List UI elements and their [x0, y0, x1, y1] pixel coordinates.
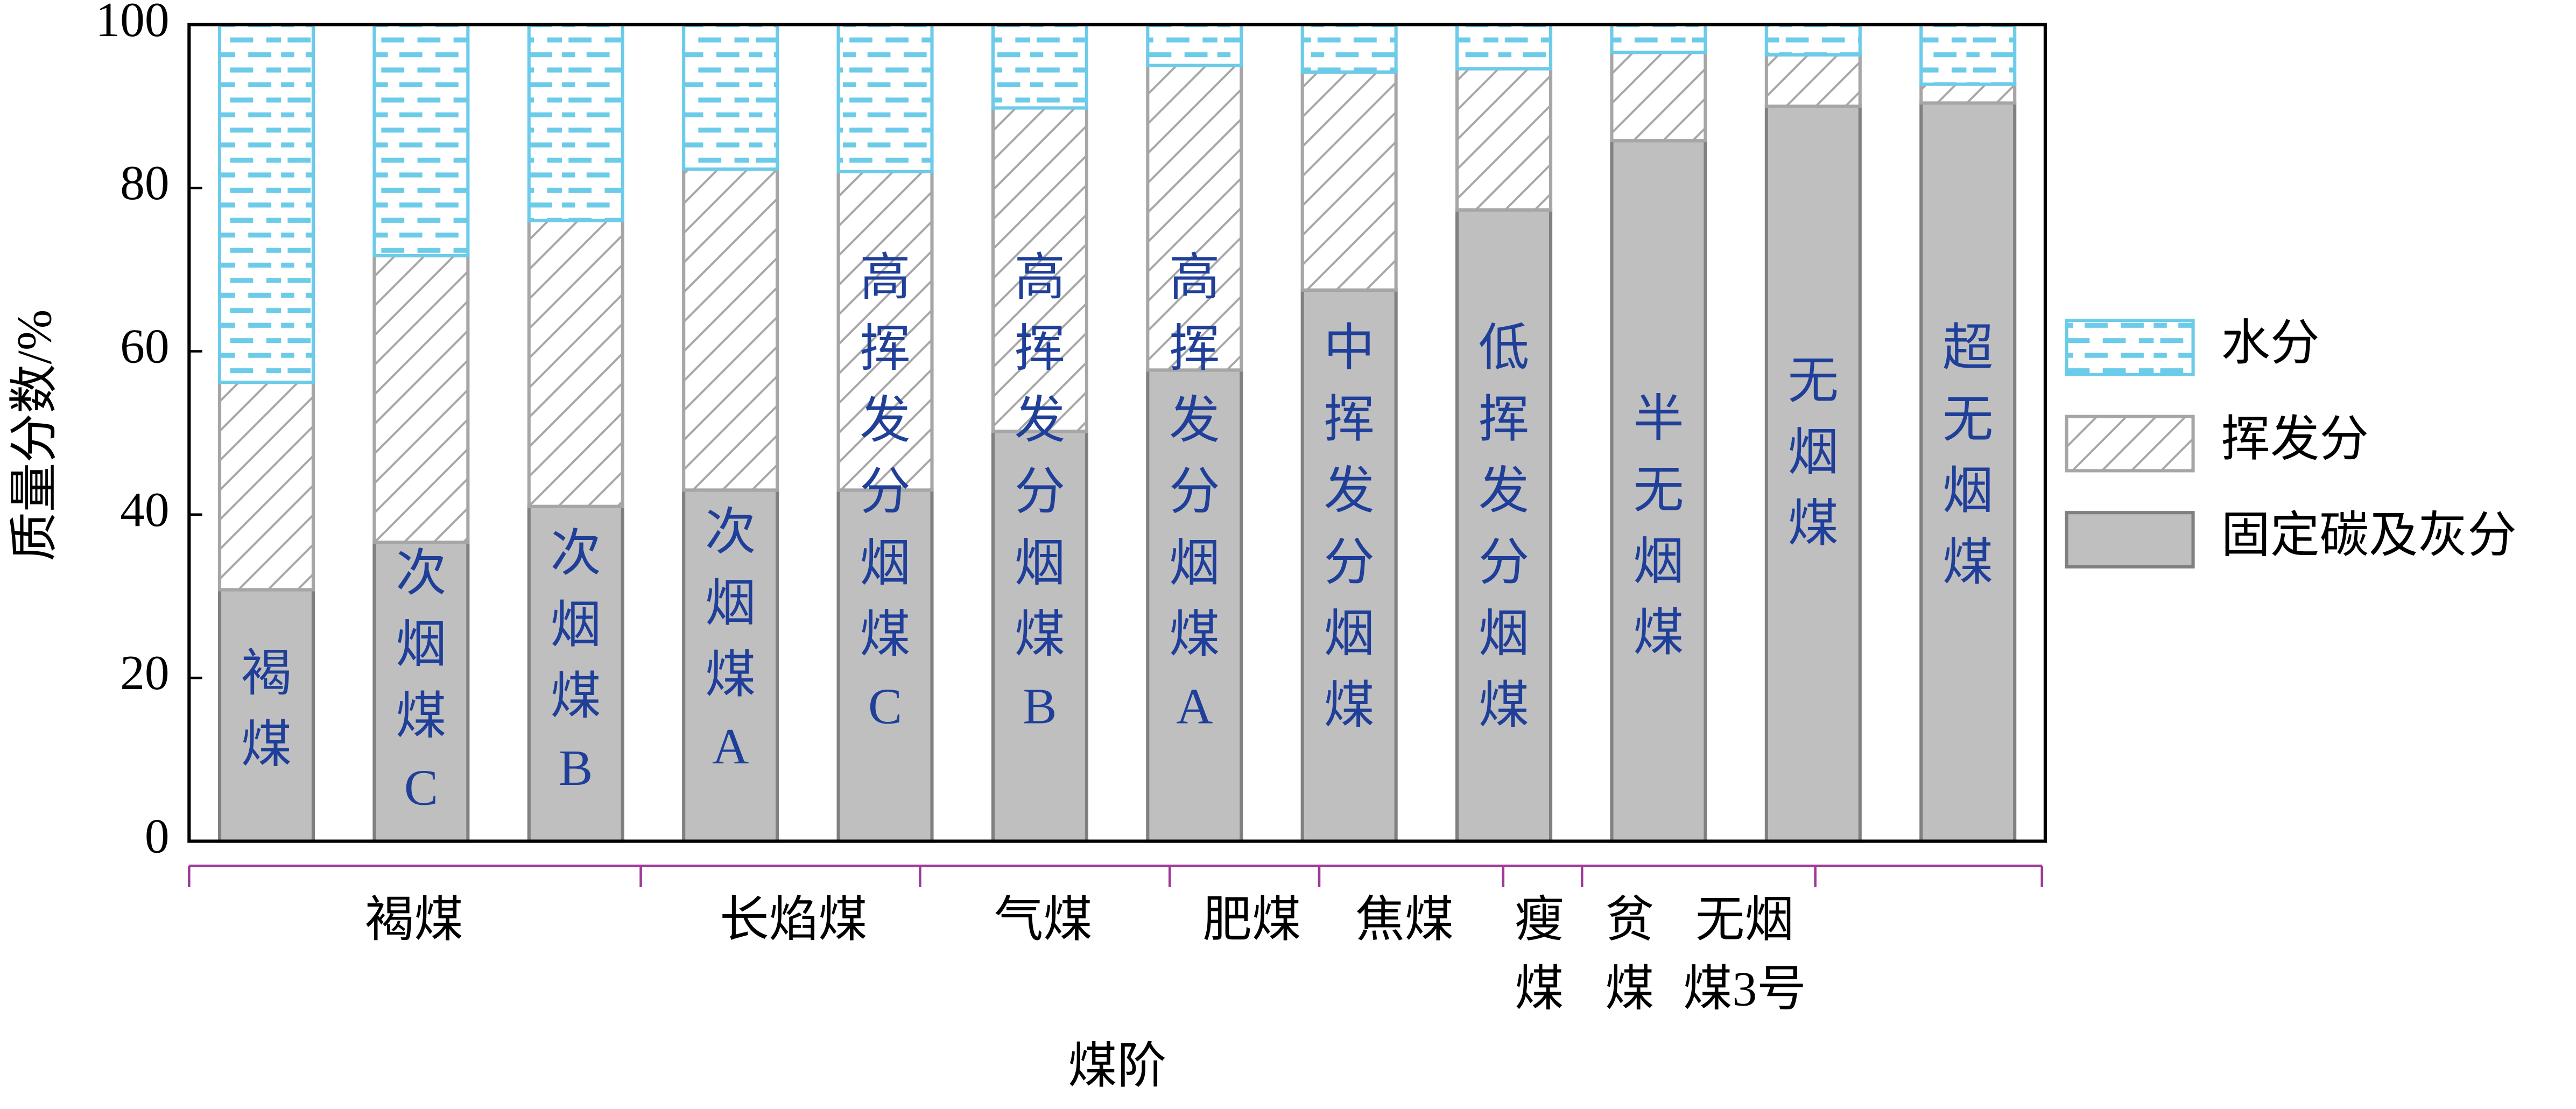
- bar-label: 低挥发分烟煤: [1479, 320, 1530, 734]
- bar-segment: [836, 170, 934, 492]
- bar-segment: [682, 488, 779, 843]
- bar-label: 高挥发分烟煤 A: [1169, 250, 1220, 735]
- x-axis-label: 煤阶: [1068, 1038, 1166, 1093]
- group-label: 气煤: [994, 892, 1093, 947]
- bar-segment: [372, 254, 470, 544]
- bar-label: 无烟煤: [1788, 353, 1839, 552]
- y-axis-label: 质量分数/%: [7, 310, 62, 561]
- bar-label: 超无烟煤: [1942, 320, 1994, 591]
- legend-swatch: [2065, 511, 2195, 568]
- bar-segment: [217, 588, 315, 843]
- bar-label: 高挥发分烟煤 C: [860, 250, 911, 735]
- y-tick-label: 60: [120, 319, 170, 374]
- bar-segment: [1764, 23, 1862, 57]
- bar-segment: [836, 23, 934, 173]
- bar-segment: [1610, 51, 1707, 143]
- y-tick-label: 0: [145, 809, 170, 864]
- group-label: 瘦煤: [1515, 892, 1564, 1016]
- bar-segment: [991, 430, 1088, 843]
- bar-segment: [217, 381, 315, 592]
- bar-segment: [1610, 139, 1707, 843]
- bar-segment: [1919, 82, 2017, 105]
- bar-segment: [1146, 368, 1243, 843]
- bar-segment: [527, 504, 624, 843]
- bar-segment: [1610, 23, 1707, 54]
- bar-label: 次烟煤 B: [550, 525, 601, 796]
- bar-segment: [1919, 23, 2017, 86]
- legend-label: 固定碳及灰分: [2221, 508, 2516, 563]
- bar-segment: [682, 167, 779, 492]
- y-tick-label: 100: [95, 0, 169, 47]
- bar-label: 次烟煤 A: [705, 504, 756, 775]
- bar-segment: [527, 23, 624, 222]
- y-tick-label: 20: [120, 645, 170, 700]
- group-label: 肥煤: [1202, 892, 1301, 947]
- bar-label: 次烟煤 C: [396, 545, 447, 816]
- bar-segment: [527, 219, 624, 508]
- bar-segment: [1455, 23, 1553, 71]
- bar-label: 半无烟煤: [1633, 391, 1684, 661]
- bar-segment: [1919, 101, 2017, 843]
- bar-label: 中挥发分烟煤: [1324, 320, 1375, 734]
- legend-label: 挥发分: [2221, 412, 2369, 467]
- bar-segment: [217, 23, 315, 384]
- bar-segment: [1455, 67, 1553, 212]
- bar-label: 褐煤: [241, 645, 292, 773]
- bar-segment: [1300, 23, 1398, 74]
- bar-segment: [682, 23, 779, 171]
- bar-segment: [991, 23, 1088, 110]
- bar-label: 高挥发分烟煤 B: [1015, 250, 1066, 735]
- bar-segment: [1300, 70, 1398, 292]
- group-label: 长焰煤: [720, 892, 868, 947]
- group-label: 焦煤: [1355, 892, 1454, 947]
- bar-segment: [372, 23, 470, 258]
- group-label: 无烟煤3号: [1683, 892, 1806, 1016]
- y-tick-label: 40: [120, 482, 170, 537]
- bar-segment: [1146, 23, 1243, 67]
- group-label: 贫煤: [1605, 892, 1655, 1016]
- group-label: 褐煤: [365, 892, 463, 947]
- bar-segment: [1455, 208, 1553, 843]
- bar-segment: [991, 106, 1088, 433]
- bar-segment: [1764, 53, 1862, 108]
- bar-segment: [1300, 288, 1398, 843]
- legend-swatch: [2065, 415, 2195, 473]
- legend-swatch: [2065, 319, 2195, 376]
- y-tick-label: 80: [120, 155, 170, 210]
- plot-frame: [187, 23, 2047, 843]
- legend-label: 水分: [2221, 315, 2319, 370]
